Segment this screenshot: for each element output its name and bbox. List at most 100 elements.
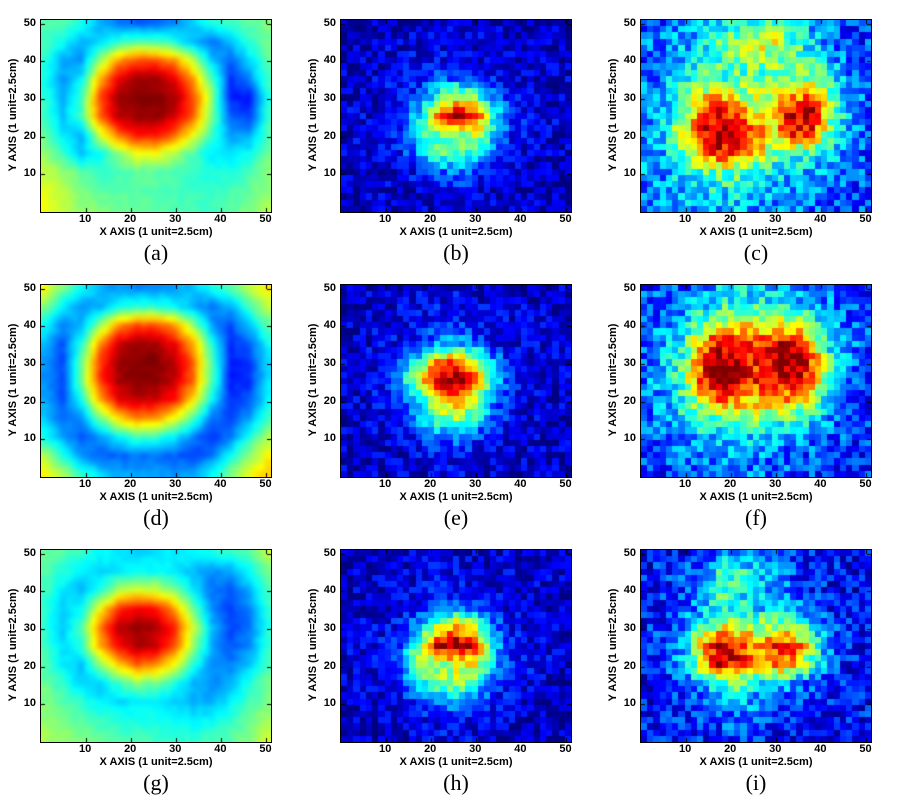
y-tick-label: 40 [23, 584, 36, 597]
x-axis-label: X AXIS (1 unit=2.5cm) [399, 226, 513, 238]
y-tick-label: 20 [323, 394, 336, 407]
y-axis-label: Y AXIS (1 unit=2.5cm) [607, 58, 619, 172]
y-tick-label: 30 [323, 92, 336, 105]
x-axis-label: X AXIS (1 unit=2.5cm) [399, 756, 513, 768]
y-tick-label: 50 [23, 546, 36, 559]
y-tick-label: 40 [623, 319, 636, 332]
x-axis-label: X AXIS (1 unit=2.5cm) [99, 226, 213, 238]
x-tick-label: 30 [469, 478, 482, 490]
x-tick-label: 10 [378, 478, 392, 490]
panel-f: Y AXIS (1 unit=2.5cm) X AXIS (1 unit=2.5… [600, 265, 900, 530]
x-tick-label: 20 [724, 743, 737, 755]
y-tick-label: 50 [323, 16, 336, 29]
panel-d: Y AXIS (1 unit=2.5cm) X AXIS (1 unit=2.5… [0, 265, 300, 530]
x-tick-label: 10 [378, 743, 392, 755]
x-axis-label: X AXIS (1 unit=2.5cm) [699, 491, 813, 503]
heatmap-canvas-f [640, 284, 872, 478]
x-tick-label: 20 [124, 213, 137, 225]
y-tick-label: 50 [623, 16, 636, 29]
y-tick-label: 50 [23, 281, 36, 294]
x-tick-label: 10 [78, 478, 92, 490]
heatmap-canvas-d [40, 284, 272, 478]
heatmap-canvas-g [40, 549, 272, 743]
panel-h: Y AXIS (1 unit=2.5cm) X AXIS (1 unit=2.5… [300, 530, 600, 795]
x-tick-label: 20 [124, 478, 137, 490]
y-tick-label: 50 [623, 281, 636, 294]
x-tick-label: 10 [678, 478, 692, 490]
y-tick-label: 30 [23, 357, 36, 370]
x-tick-label: 50 [559, 213, 572, 225]
panel-a: Y AXIS (1 unit=2.5cm) X AXIS (1 unit=2.5… [0, 0, 300, 265]
panel-g: Y AXIS (1 unit=2.5cm) X AXIS (1 unit=2.5… [0, 530, 300, 795]
y-tick-label: 10 [623, 167, 636, 180]
y-tick-label: 10 [623, 697, 636, 710]
x-tick-label: 40 [214, 743, 227, 755]
panel-caption-c: (c) [743, 240, 769, 265]
panel-caption-b: (b) [443, 240, 469, 265]
y-tick-label: 10 [323, 697, 336, 710]
y-tick-label: 40 [623, 584, 636, 597]
panel-caption-d: (d) [143, 505, 169, 530]
y-axis-label: Y AXIS (1 unit=2.5cm) [7, 58, 19, 172]
x-tick-label: 10 [678, 743, 692, 755]
x-tick-label: 40 [514, 478, 527, 490]
y-tick-label: 40 [323, 54, 336, 67]
panel-caption-e: (e) [443, 505, 469, 530]
x-tick-label: 20 [424, 743, 437, 755]
x-tick-label: 40 [214, 478, 227, 490]
x-tick-label: 30 [169, 478, 182, 490]
y-axis-label: Y AXIS (1 unit=2.5cm) [7, 323, 19, 437]
x-tick-label: 20 [724, 213, 737, 225]
x-tick-label: 50 [259, 478, 272, 490]
x-tick-label: 10 [378, 213, 392, 225]
y-tick-label: 20 [623, 659, 636, 672]
x-tick-label: 20 [724, 478, 737, 490]
y-tick-label: 40 [623, 54, 636, 67]
y-tick-label: 20 [623, 394, 636, 407]
x-tick-label: 30 [769, 478, 782, 490]
y-tick-label: 30 [623, 357, 636, 370]
y-tick-label: 20 [323, 129, 336, 142]
y-tick-label: 50 [23, 16, 36, 29]
y-tick-label: 20 [323, 659, 336, 672]
y-tick-label: 50 [323, 546, 336, 559]
y-tick-label: 40 [23, 54, 36, 67]
x-tick-label: 50 [859, 478, 872, 490]
panel-b: Y AXIS (1 unit=2.5cm) X AXIS (1 unit=2.5… [300, 0, 600, 265]
y-tick-label: 10 [323, 167, 336, 180]
x-tick-label: 30 [769, 743, 782, 755]
x-tick-label: 40 [814, 743, 827, 755]
heatmap-canvas-i [640, 549, 872, 743]
heatmap-canvas-h [340, 549, 572, 743]
y-tick-label: 10 [323, 432, 336, 445]
x-tick-label: 50 [859, 213, 872, 225]
panel-caption-a: (a) [143, 240, 169, 265]
x-axis-label: X AXIS (1 unit=2.5cm) [699, 226, 813, 238]
x-tick-label: 40 [514, 743, 527, 755]
x-axis-label: X AXIS (1 unit=2.5cm) [99, 756, 213, 768]
y-tick-label: 50 [623, 546, 636, 559]
x-tick-label: 50 [559, 478, 572, 490]
x-tick-label: 10 [678, 213, 692, 225]
y-axis-label: Y AXIS (1 unit=2.5cm) [307, 323, 319, 437]
x-tick-label: 50 [259, 213, 272, 225]
panel-i: Y AXIS (1 unit=2.5cm) X AXIS (1 unit=2.5… [600, 530, 900, 795]
y-tick-label: 40 [323, 584, 336, 597]
x-tick-label: 10 [78, 213, 92, 225]
y-tick-label: 20 [23, 394, 36, 407]
x-tick-label: 40 [814, 478, 827, 490]
y-tick-label: 10 [23, 432, 36, 445]
panel-e: Y AXIS (1 unit=2.5cm) X AXIS (1 unit=2.5… [300, 265, 600, 530]
panel-c: Y AXIS (1 unit=2.5cm) X AXIS (1 unit=2.5… [600, 0, 900, 265]
x-tick-label: 20 [424, 213, 437, 225]
heatmap-canvas-c [640, 19, 872, 213]
x-tick-label: 40 [514, 213, 527, 225]
y-tick-label: 20 [23, 659, 36, 672]
panel-caption-g: (g) [143, 770, 169, 795]
y-axis-label: Y AXIS (1 unit=2.5cm) [307, 588, 319, 702]
x-tick-label: 50 [559, 743, 572, 755]
y-tick-label: 40 [23, 319, 36, 332]
x-tick-label: 30 [469, 743, 482, 755]
y-tick-label: 20 [623, 129, 636, 142]
x-tick-label: 20 [424, 478, 437, 490]
